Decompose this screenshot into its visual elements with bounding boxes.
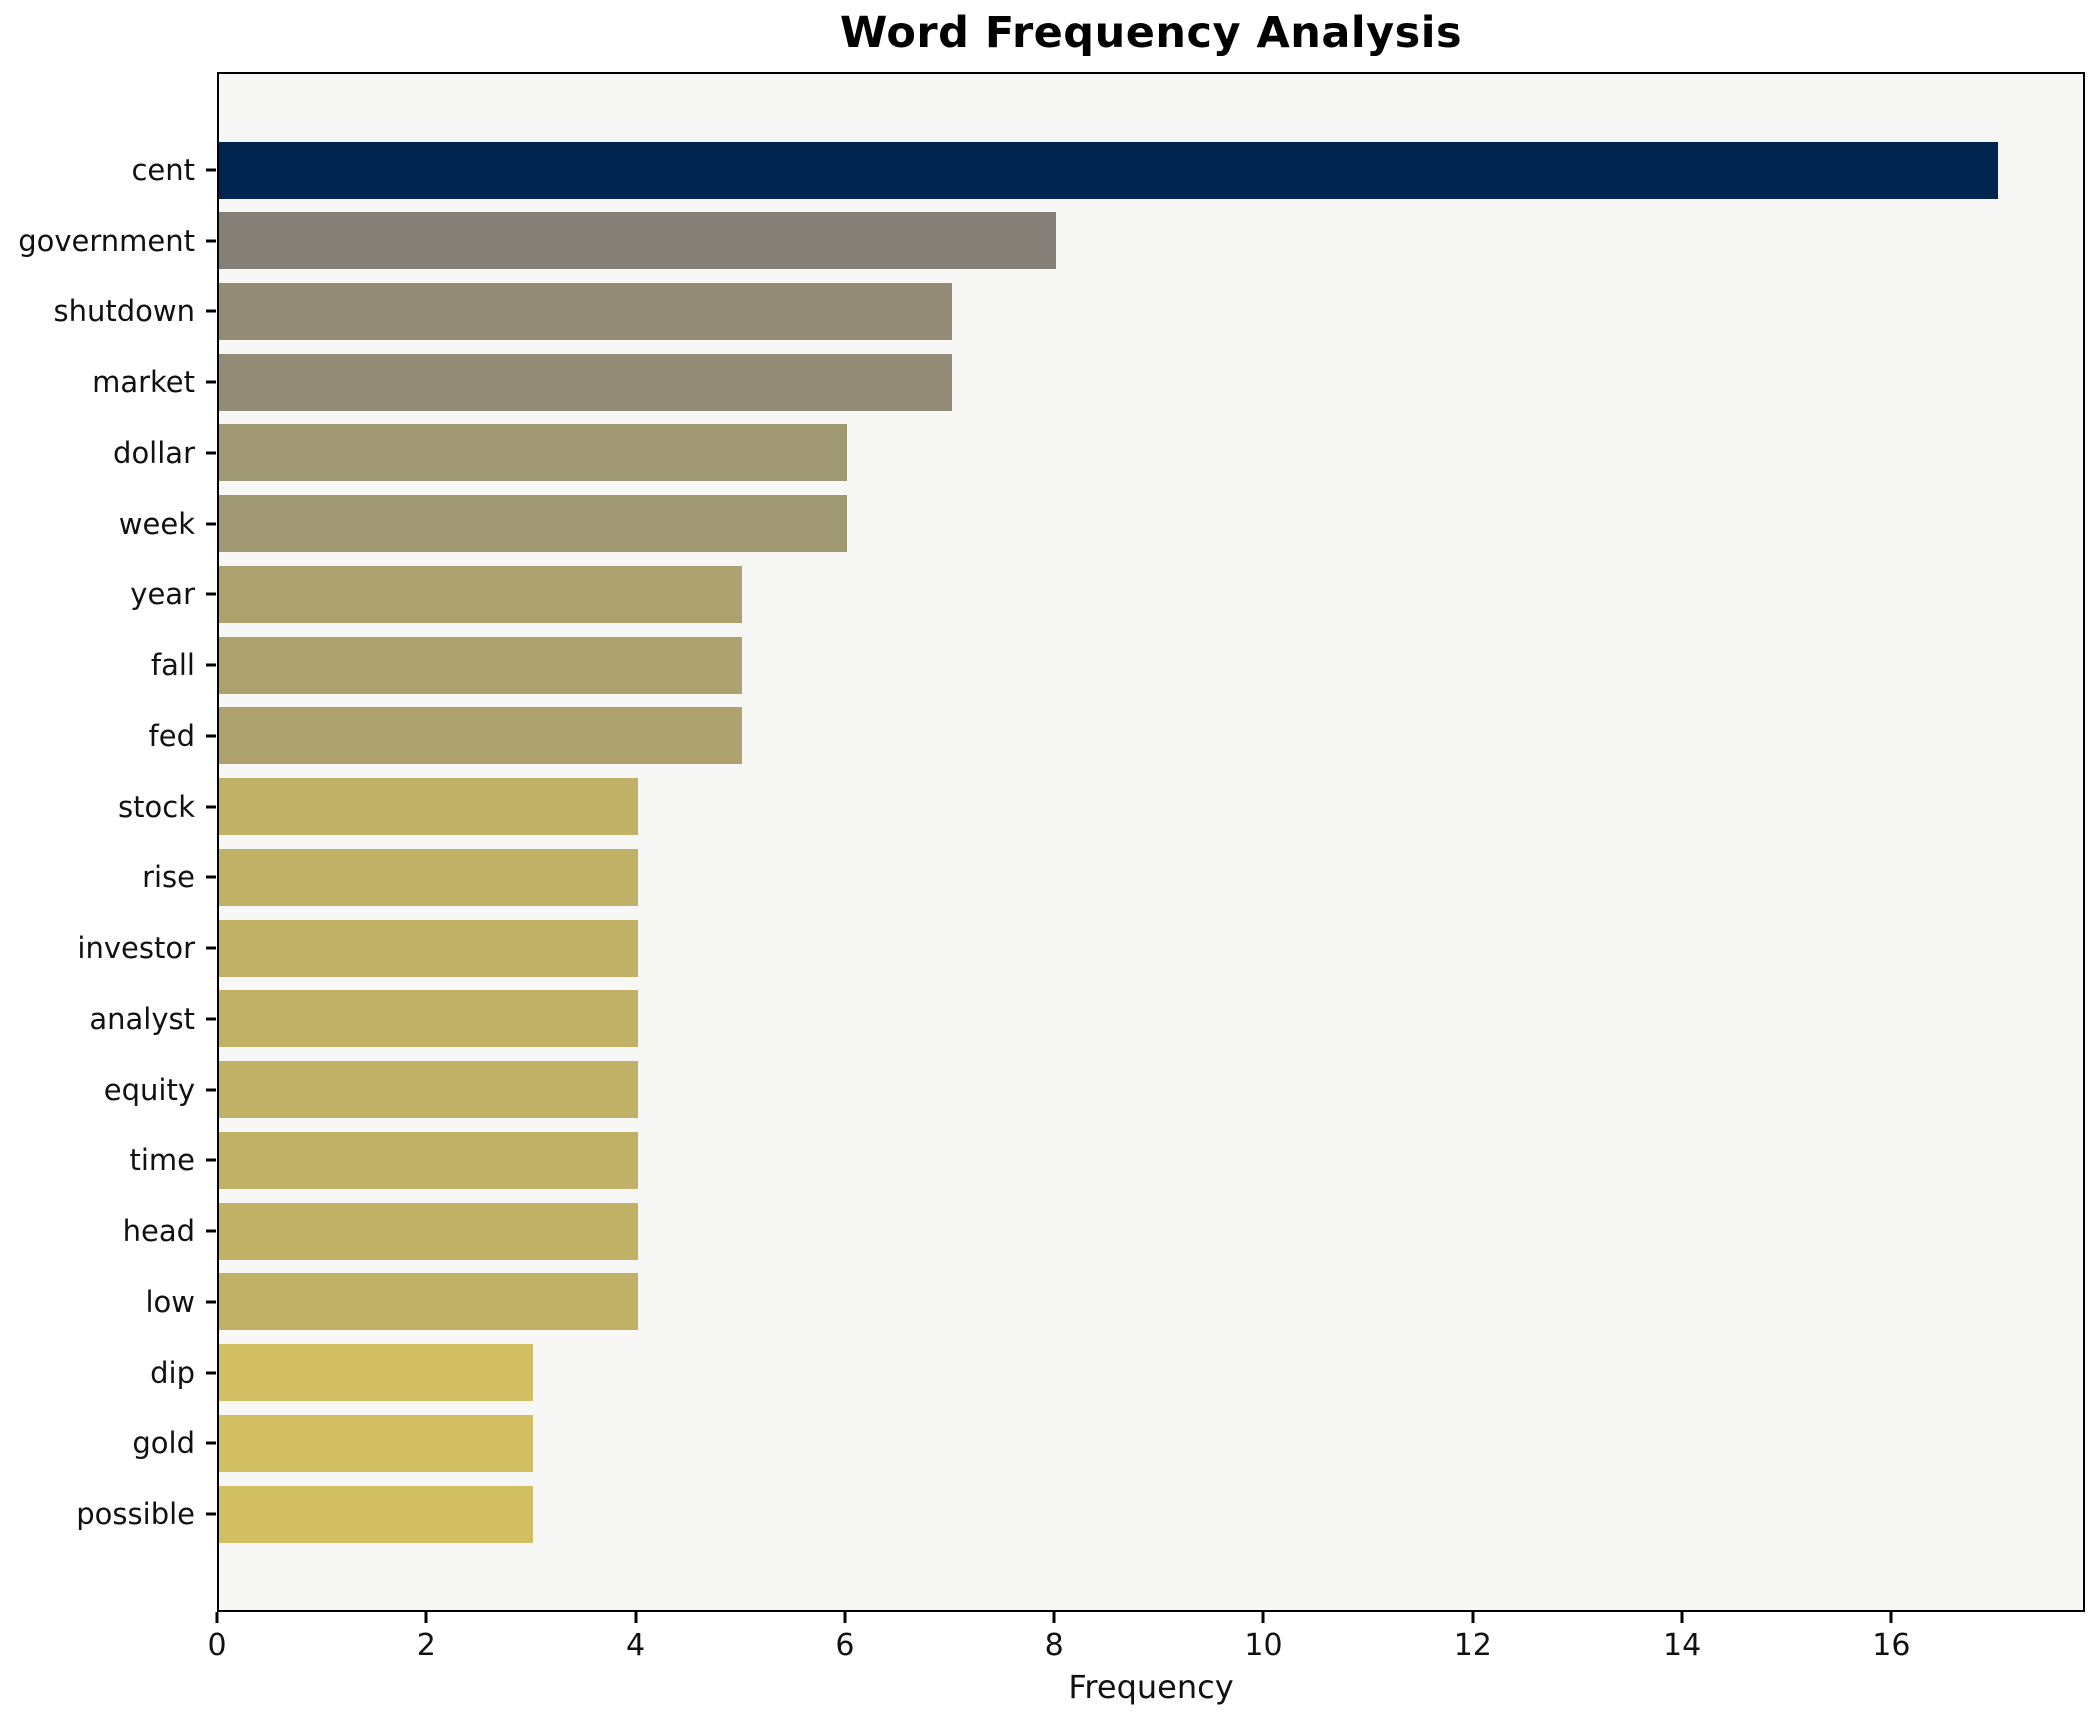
bar-cent [219,141,1999,199]
y-tick-mark [206,1017,216,1021]
x-tick-label-6: 6 [835,1628,855,1663]
y-tick-label-rise: rise [142,860,195,895]
y-tick-mark [206,1088,216,1092]
x-tick-mark [1261,1612,1265,1623]
x-tick-mark [215,1612,219,1623]
y-tick-mark [206,875,216,879]
bar-stock [219,778,638,836]
y-tick-label-stock: stock [118,789,195,824]
x-tick-mark [1889,1612,1893,1623]
y-tick-mark [206,1300,216,1304]
y-tick-mark [206,1229,216,1233]
y-tick-label-government: government [18,223,195,258]
bar-investor [219,919,638,977]
bar-rise [219,848,638,906]
x-tick-mark [1052,1612,1056,1623]
y-tick-mark [206,1512,216,1516]
y-tick-mark [206,1441,216,1445]
y-tick-mark [206,309,216,313]
y-tick-mark [206,1371,216,1375]
bar-market [219,353,952,411]
y-tick-label-dollar: dollar [113,435,195,470]
y-tick-label-fall: fall [150,648,195,683]
bar-fall [219,636,743,694]
y-tick-label-analyst: analyst [89,1001,195,1036]
x-tick-label-8: 8 [1044,1628,1064,1663]
x-tick-label-4: 4 [626,1628,646,1663]
y-tick-mark [206,805,216,809]
y-tick-mark [206,734,216,738]
y-tick-label-head: head [122,1214,195,1249]
x-tick-label-10: 10 [1244,1628,1283,1663]
y-tick-label-market: market [92,365,195,400]
y-tick-label-investor: investor [77,931,195,966]
y-tick-label-dip: dip [150,1355,195,1390]
x-axis-title: Frequency [1068,1668,1234,1706]
y-tick-label-time: time [129,1143,195,1178]
bar-government [219,212,1057,270]
bar-low [219,1273,638,1331]
bar-week [219,495,847,553]
bar-possible [219,1485,533,1543]
x-tick-label-14: 14 [1663,1628,1702,1663]
y-tick-label-low: low [145,1284,195,1319]
y-tick-mark [206,522,216,526]
bar-time [219,1131,638,1189]
bar-dip [219,1344,533,1402]
bar-shutdown [219,282,952,340]
bar-analyst [219,990,638,1048]
y-tick-label-year: year [130,577,195,612]
x-tick-label-0: 0 [207,1628,227,1663]
y-tick-mark [206,451,216,455]
x-tick-mark [843,1612,847,1623]
y-tick-label-fed: fed [148,718,195,753]
x-tick-mark [634,1612,638,1623]
y-tick-mark [206,592,216,596]
bar-dollar [219,424,847,482]
chart-title: Word Frequency Analysis [839,8,1463,58]
y-tick-label-possible: possible [76,1497,195,1532]
bar-equity [219,1061,638,1119]
x-tick-mark [1680,1612,1684,1623]
y-tick-mark [206,380,216,384]
bar-year [219,565,743,623]
y-tick-mark [206,663,216,667]
bar-fed [219,707,743,765]
y-tick-mark [206,1158,216,1162]
x-tick-mark [424,1612,428,1623]
y-tick-label-equity: equity [103,1072,195,1107]
x-tick-mark [1471,1612,1475,1623]
y-tick-mark [206,239,216,243]
y-tick-label-cent: cent [131,153,195,187]
x-tick-label-16: 16 [1872,1628,1911,1663]
bar-head [219,1202,638,1260]
y-tick-label-gold: gold [132,1426,195,1461]
x-tick-label-12: 12 [1453,1628,1492,1663]
x-tick-label-2: 2 [416,1628,436,1663]
y-tick-mark [206,946,216,950]
bar-gold [219,1414,533,1472]
y-tick-label-shutdown: shutdown [53,294,196,329]
y-tick-mark [206,168,216,172]
y-tick-label-week: week [118,506,195,541]
